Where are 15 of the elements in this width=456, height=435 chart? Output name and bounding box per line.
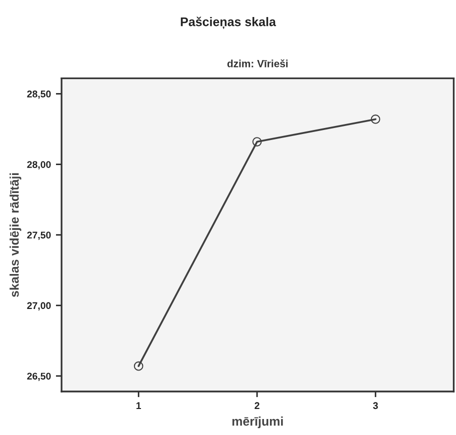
y-tick-label: 28,00 — [27, 161, 51, 170]
chart-subtitle: dzim: Vīrieši — [227, 59, 288, 68]
x-tick-label: 3 — [373, 402, 378, 410]
y-tick-label: 27,50 — [27, 232, 51, 240]
x-tick-label: 2 — [254, 402, 260, 409]
chart-title: Pašcieņas skala — [180, 16, 276, 29]
point — [252, 137, 262, 146]
y-tick-label: 26,50 — [27, 372, 51, 382]
x-axis-title: mērījumi — [232, 416, 283, 428]
y-axis-title: skalas vidējie rādītāji — [10, 173, 22, 297]
point — [134, 361, 144, 371]
x-tick-label: 1 — [136, 402, 142, 409]
point — [370, 114, 380, 124]
y-tick-label: 27,00 — [27, 302, 51, 310]
y-tick-label: 28,50 — [27, 90, 51, 99]
